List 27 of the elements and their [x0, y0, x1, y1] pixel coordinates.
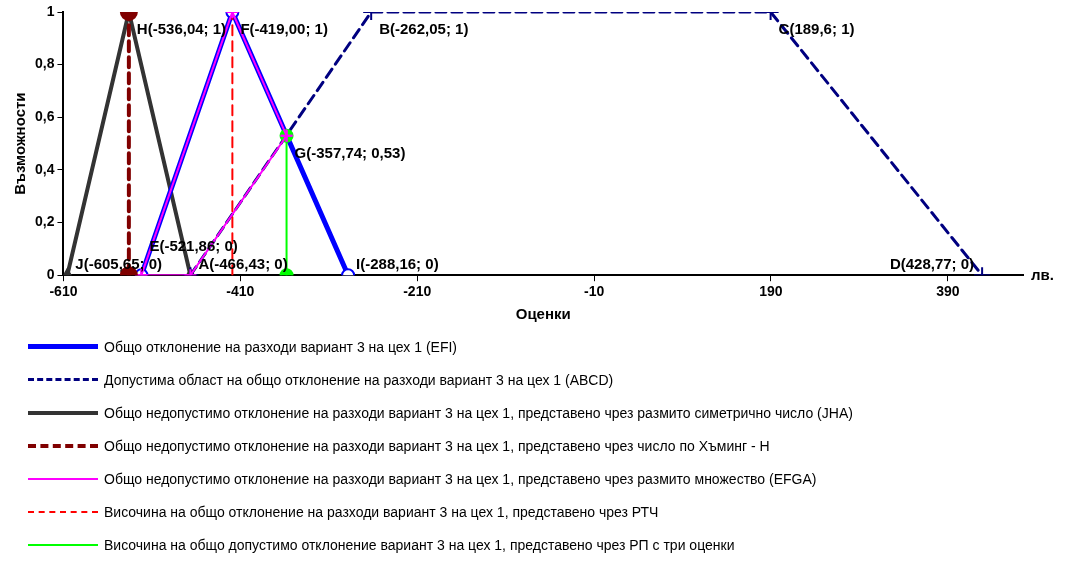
legend-label: Височина на общо допустимо отклонение вариант 3 на цех 1, представено чрез РП с три оценки: [104, 536, 735, 553]
x-axis-title: Оценки: [515, 305, 571, 323]
y-tick-label: 0,4: [34, 160, 55, 177]
annotation: I(-288,16; 0): [356, 255, 439, 273]
x-tick-label: -10: [583, 283, 605, 300]
text: лв.: [1031, 266, 1054, 284]
legend-label: Общо недопустимо отклонение на разходи вариант 3 на цех 1, представено чрез размито множество (EFGA): [104, 470, 817, 487]
y-tick-label: 0,2: [34, 213, 55, 230]
x-tick-label: 390: [936, 283, 960, 300]
annotation: G(-357,74; 0,53): [294, 143, 406, 161]
y-axis-title: Възможности: [11, 92, 29, 195]
legend-label: Допустима област на общо отклонение на разходи вариант 3 на цех 1 (ABCD): [104, 371, 614, 388]
legend-label: Общо отклонение на разходи вариант 3 на цех 1 (EFI): [104, 338, 458, 355]
x-tick-label: -610: [49, 283, 78, 300]
y-tick-label: 0,8: [34, 55, 55, 72]
legend-label: Общо недопустимо отклонение на разходи вариант 3 на цех 1, представено чрез размито симетрично число (JHA): [104, 404, 853, 421]
y-tick-label: 0: [46, 266, 55, 283]
annotation: B(-262,05; 1): [379, 20, 469, 37]
x-tick-label: -210: [403, 283, 432, 300]
legend-label: Общо недопустимо отклонение на разходи вариант 3 на цех 1, представено чрез число по Хъминг - H: [104, 437, 770, 454]
y-tick-label: 1: [46, 2, 55, 19]
x-tick-label: -410: [226, 283, 255, 300]
annotation: D(428,77; 0): [889, 255, 975, 273]
x-tick-label: 190: [759, 283, 783, 300]
legend-label: Височина на общо отклонение на разходи вариант 3 на цех 1, представено чрез РТЧ: [104, 503, 659, 520]
annotation: F(-419,00; 1): [240, 20, 328, 37]
y-tick-label: 0,6: [34, 108, 55, 125]
